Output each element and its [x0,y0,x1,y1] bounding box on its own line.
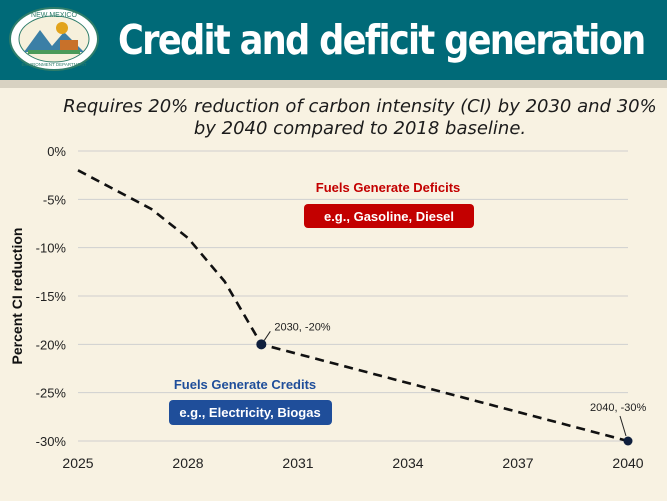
header-bar: NEW MEXICO ENVIRONMENT DEPARTMENT Credit… [0,0,667,80]
deficit-zone-box [304,204,474,228]
y-tick-label: -15% [36,289,67,304]
y-tick-label: -25% [36,386,67,401]
x-tick-label: 2028 [172,455,203,471]
svg-text:NEW MEXICO: NEW MEXICO [31,12,77,19]
point-leader-2040 [619,415,627,437]
x-tick-label: 2031 [282,455,313,471]
y-tick-label: -20% [36,337,67,352]
x-tick-label: 2040 [612,455,643,471]
point-label-2030: 2030, -20% [274,321,330,333]
credit-zone-box [169,400,332,425]
svg-text:ENVIRONMENT DEPARTMENT: ENVIRONMENT DEPARTMENT [21,62,86,67]
credit-zone-box-label: e.g., Electricity, Biogas [179,405,320,420]
y-tick-label: -10% [36,241,67,256]
y-axis-label: Percent CI reduction [9,228,25,365]
y-tick-label: 0% [47,144,66,159]
credit-zone-title: Fuels Generate Credits [174,377,316,392]
data-point-2030 [256,339,267,350]
chart-subtitle: Requires 20% reduction of carbon intensi… [63,96,657,139]
x-tick-label: 2034 [392,455,423,471]
page-title: Credit and deficit generation [118,16,646,64]
target-line [77,169,629,443]
y-tick-label: -5% [43,192,67,207]
x-tick-label: 2025 [62,455,93,471]
nmed-logo: NEW MEXICO ENVIRONMENT DEPARTMENT [9,7,99,71]
header-divider [0,80,667,88]
x-tick-label: 2037 [502,455,533,471]
y-tick-label: -30% [36,434,67,449]
data-point-2040 [623,436,633,446]
deficit-zone-box-label: e.g., Gasoline, Diesel [324,209,454,224]
point-label-2040: 2040, -30% [590,402,646,414]
point-leader-2030 [263,331,271,341]
deficit-zone-title: Fuels Generate Deficits [316,180,461,195]
